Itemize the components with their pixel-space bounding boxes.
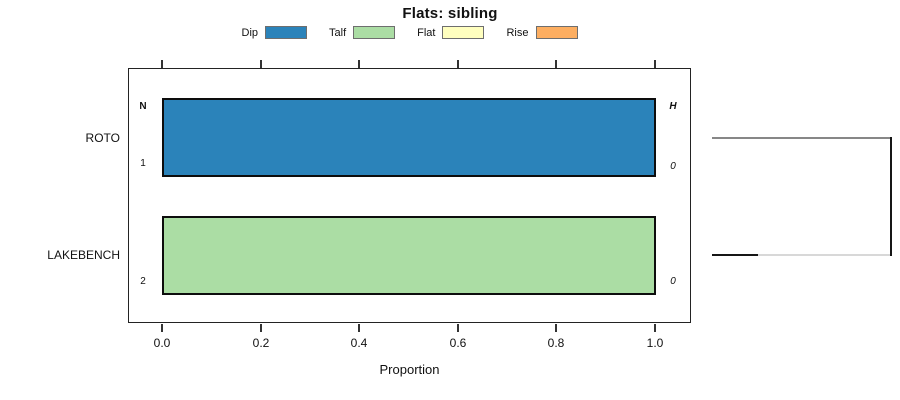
legend: Dip Talf Flat Rise xyxy=(128,26,691,39)
x-tick-label: 0.0 xyxy=(153,336,171,350)
legend-label-flat: Flat xyxy=(417,26,436,39)
annotation-roto-h-header: H xyxy=(669,101,677,112)
x-tick-label: 0.6 xyxy=(449,336,467,350)
legend-label-dip: Dip xyxy=(241,26,259,39)
legend-item-talf: Talf xyxy=(329,26,396,39)
x-tick-mark-bottom xyxy=(358,324,360,332)
legend-item-flat: Flat xyxy=(417,26,485,39)
x-tick-mark-top xyxy=(654,60,656,68)
legend-swatch-flat xyxy=(442,26,485,39)
bracket-line-roto xyxy=(712,137,892,139)
x-tick-mark-bottom xyxy=(260,324,262,332)
annotation-roto-h-value: 0 xyxy=(670,161,676,172)
chart-title: Flats: sibling xyxy=(402,5,498,22)
legend-swatch-rise xyxy=(535,26,578,39)
legend-label-talf: Talf xyxy=(329,26,347,39)
x-tick-mark-bottom xyxy=(161,324,163,332)
x-tick-mark-bottom xyxy=(555,324,557,332)
x-tick-label: 0.8 xyxy=(547,336,565,350)
legend-label-rise: Rise xyxy=(506,26,529,39)
x-tick-mark-bottom xyxy=(654,324,656,332)
plot-area xyxy=(128,68,691,323)
bar-roto-dip xyxy=(162,98,656,177)
annotation-roto-n-header: N xyxy=(139,101,147,112)
bracket-line-lakebench-dark xyxy=(712,254,758,256)
legend-item-dip: Dip xyxy=(242,26,308,39)
y-axis-label-lakebench: LAKEBENCH xyxy=(47,248,120,262)
x-tick-mark-top xyxy=(358,60,360,68)
legend-swatch-dip xyxy=(265,26,308,39)
legend-item-rise: Rise xyxy=(506,26,578,39)
x-tick-label: 0.2 xyxy=(252,336,270,350)
x-tick-mark-top xyxy=(260,60,262,68)
x-tick-mark-bottom xyxy=(457,324,459,332)
bracket-connector xyxy=(890,137,892,256)
bar-lakebench-talf xyxy=(162,216,656,295)
legend-swatch-talf xyxy=(353,26,396,39)
x-tick-mark-top xyxy=(457,60,459,68)
annotation-lakebench-h-value: 0 xyxy=(670,276,676,287)
bracket-line-lakebench-light xyxy=(758,254,892,256)
x-tick-mark-top xyxy=(555,60,557,68)
x-tick-mark-top xyxy=(161,60,163,68)
x-axis-title: Proportion xyxy=(379,362,440,377)
y-axis-label-roto: ROTO xyxy=(85,131,120,145)
x-tick-label: 1.0 xyxy=(646,336,664,350)
annotation-roto-n-value: 1 xyxy=(140,158,146,169)
annotation-lakebench-n-value: 2 xyxy=(140,276,146,287)
x-tick-label: 0.4 xyxy=(350,336,368,350)
